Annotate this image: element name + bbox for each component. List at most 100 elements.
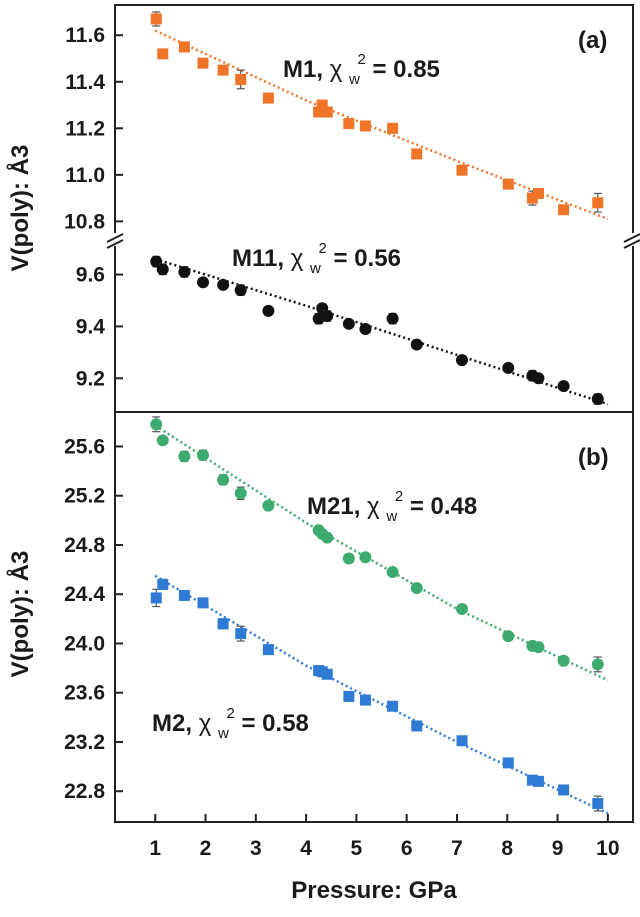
series-m2-point: [558, 784, 570, 796]
x-tick-label: 4: [300, 837, 312, 860]
series-m21-label: M21, χ w 2 = 0.48: [307, 480, 477, 527]
series-m2-point: [387, 700, 399, 712]
series-m1-point: [558, 204, 570, 216]
series-m11-point: [321, 310, 334, 323]
series-m21-point: [217, 473, 230, 486]
panel-a-upper-y-ticks: 10.8 11.0 11.2 11.4 11.6: [64, 24, 123, 233]
series-m1-point: [313, 106, 325, 118]
series-m21-point: [591, 658, 604, 671]
series-m1-point: [178, 41, 190, 53]
panel-a-upper-y-tick-label: 11.0: [65, 164, 105, 187]
panel-b: 22.8 23.2 23.6 24.0 24.4 24.8 25.2 25.6 1 2 3 4 5 6 7…: [6, 411, 634, 904]
series-m1-point: [150, 13, 162, 25]
x-axis-title: Pressure: GPa: [291, 877, 457, 904]
panel-a-upper-y-tick-label: 11.6: [65, 24, 105, 47]
series-m21-point: [456, 602, 469, 615]
panel-a-lower-y-tick-label: 9.4: [76, 315, 106, 338]
x-tick-label: 10: [596, 837, 619, 860]
series-m11-point: [359, 323, 372, 335]
series-m1-point: [235, 73, 247, 85]
x-tick-label: 8: [501, 837, 513, 860]
series-m2-label-suffix: = 0.58: [242, 710, 309, 737]
panel-b-y-tick-label: 24.0: [64, 632, 105, 655]
series-m2-point: [526, 774, 538, 786]
panel-a-lower-y-tick-label: 9.6: [76, 264, 105, 287]
series-m2-point: [150, 592, 162, 604]
series-m11-point: [262, 304, 275, 317]
series-m2-label-sub: w: [217, 725, 229, 742]
panel-b-y-tick-label: 25.6: [64, 435, 105, 458]
panel-a-y-axis-title: V(poly): Å3: [6, 145, 34, 272]
series-m1-label-sup: 2: [357, 51, 365, 68]
axis-break-right: [623, 233, 640, 249]
panel-b-label: (b): [578, 444, 609, 471]
x-tick-label: 5: [351, 837, 363, 860]
x-tick-label: 2: [200, 837, 212, 860]
series-m21-point: [321, 531, 334, 544]
series-m1-point: [411, 148, 423, 160]
series-m11-point: [456, 354, 469, 367]
series-m1-point: [157, 48, 169, 60]
series-m11-point: [502, 361, 515, 374]
series-m11-point: [410, 338, 423, 351]
panel-a-upper-y-tick-label: 11.2: [65, 117, 105, 140]
panel-b-y-tick-label: 25.2: [64, 485, 105, 508]
series-m21-point: [359, 551, 372, 564]
x-axis-ticks: 1 2 3 4 5 6 7 8 9 10: [149, 814, 620, 860]
panel-b-y-tick-label: 24.4: [64, 583, 105, 606]
panel-b-y-tick-label: 23.6: [64, 682, 105, 705]
series-m11-point: [234, 284, 247, 297]
panel-a-upper-y-tick-label: 11.4: [65, 71, 105, 94]
series-m1-point: [321, 106, 333, 118]
series-m1-point: [526, 192, 538, 204]
series-m1-point: [197, 57, 209, 69]
series-m21-point: [234, 487, 247, 500]
series-m11-label-sup: 2: [319, 240, 327, 257]
series-m21-point: [532, 641, 545, 654]
series-m21-label-sub: w: [385, 508, 397, 525]
series-m2-point: [178, 589, 190, 601]
x-tick-label: 1: [149, 837, 161, 860]
series-m1-point: [217, 64, 229, 76]
series-m21-label-chi: χ: [367, 493, 380, 520]
series-m2-point: [502, 757, 514, 769]
series-m21-point: [342, 552, 355, 565]
series-m21-point: [197, 449, 210, 462]
series-m1-point: [592, 197, 604, 209]
series-m2-point: [235, 628, 247, 640]
panel-b-y-tick-label: 24.8: [64, 534, 105, 557]
series-m21-point: [156, 434, 169, 447]
panel-b-data-marks: [150, 416, 609, 815]
panel-a: 10.8 11.0 11.2 11.4 11.6 9.2 9.4 9.6 (a) M1, χ…: [6, 4, 640, 413]
panel-b-y-ticks: 22.8 23.2 23.6 24.0 24.4 24.8 25.2 25.6: [64, 435, 123, 803]
axis-break-left: [106, 233, 124, 249]
x-tick-label: 3: [250, 837, 262, 860]
series-m2-point: [157, 578, 169, 590]
panel-a-upper-y-tick-label: 10.8: [64, 210, 105, 233]
series-m1-point: [343, 118, 355, 130]
series-m21-point: [386, 566, 399, 579]
series-m2-point: [262, 644, 274, 656]
panel-a-label: (a): [578, 27, 607, 54]
series-m21-label-suffix: = 0.48: [410, 493, 477, 520]
series-m1-label-sub: w: [348, 71, 360, 88]
series-m11-label-suffix: = 0.56: [334, 245, 401, 272]
series-m2-point: [343, 690, 355, 702]
series-m2-point: [592, 798, 604, 810]
series-m2-label-chi: χ: [199, 710, 212, 737]
panel-b-y-axis-title: V(poly): Å3: [6, 551, 34, 678]
series-m2-point: [197, 597, 209, 609]
series-m2-fit-line: [154, 574, 609, 815]
series-m11-point: [591, 393, 604, 406]
series-m21-label-sup: 2: [395, 488, 403, 505]
series-m1-point: [456, 164, 468, 176]
series-m11-point: [156, 263, 169, 276]
panel-b-y-tick-label: 22.8: [64, 780, 105, 803]
series-m1-label-suffix: = 0.85: [373, 56, 440, 83]
series-m2-label: M2, χ w 2 = 0.58: [152, 697, 309, 744]
series-m1-point: [502, 178, 514, 190]
series-m21-point: [150, 418, 163, 431]
panel-b-frame: [114, 411, 634, 823]
